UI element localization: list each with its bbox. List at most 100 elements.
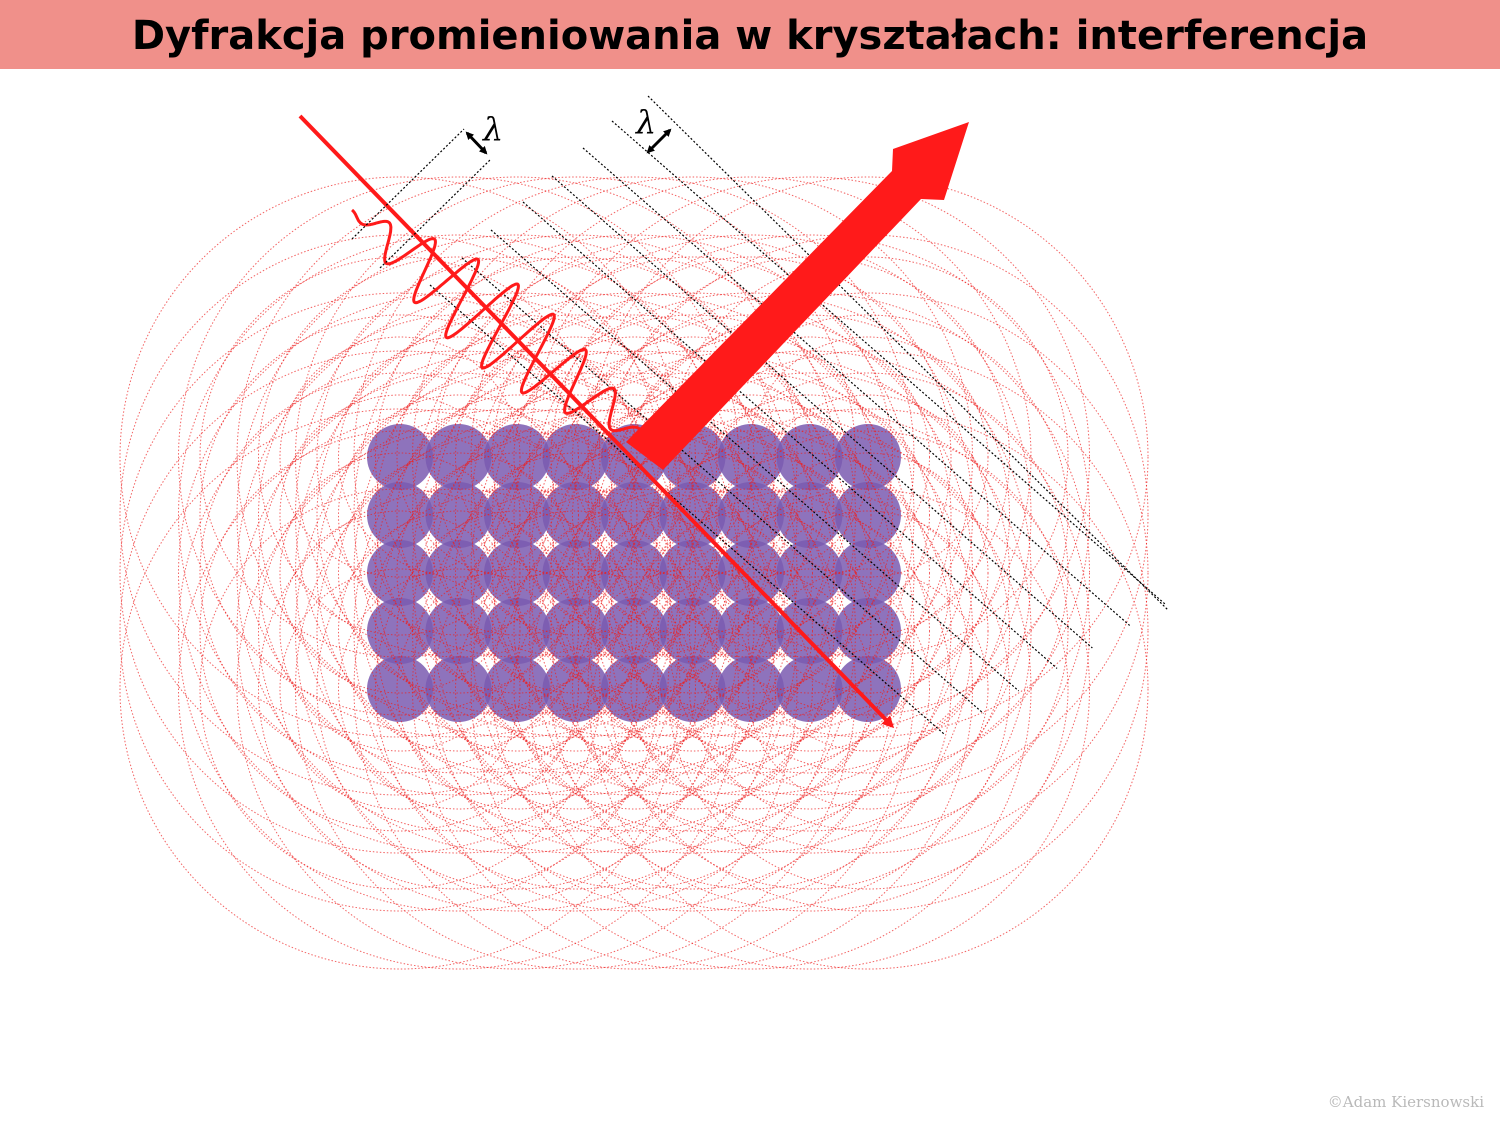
wavefront-circle (279, 510, 521, 752)
wavefront-circle (572, 452, 813, 694)
wavefront-circle (667, 372, 1069, 774)
wavefront-circle (630, 452, 872, 694)
wavefront-circle (258, 372, 659, 774)
diffracted-beam-arrow (626, 122, 969, 470)
wavefront-circle (630, 336, 872, 578)
wavefront-circle (689, 452, 930, 694)
wavefront-circle (747, 394, 989, 636)
wavefront-circle (455, 394, 696, 636)
atom (776, 656, 843, 722)
atom (425, 482, 492, 548)
wavefront-plane-line (429, 284, 946, 736)
wavefront-circle (258, 314, 659, 716)
wavefront-circle (433, 430, 835, 832)
wavefront-circle (119, 234, 681, 796)
wavefront-circle (316, 256, 718, 658)
wavefront-circle (199, 314, 601, 716)
wavefront-circle (513, 394, 755, 636)
wavefront-circle (572, 568, 813, 810)
wavefront-circle (433, 372, 835, 774)
wavefront-circle (178, 292, 739, 854)
copyright-credit: ©Adam Kiersnowski (1327, 1093, 1484, 1111)
atom (718, 482, 784, 548)
wavefront-circle (492, 256, 893, 658)
atom (718, 656, 784, 722)
atom (659, 656, 726, 722)
wavefront-circle (455, 568, 696, 810)
wavefront-circle (609, 430, 1010, 832)
atom (425, 424, 492, 490)
wavefront-planes (429, 95, 1169, 736)
wavefront-circle (396, 452, 638, 694)
wavefront-circle (630, 510, 872, 752)
wavefront-circle (433, 314, 835, 716)
wavefront-circle (353, 408, 915, 970)
wavefront-circle (609, 488, 1010, 890)
atom (835, 540, 901, 606)
wavefront-circle (258, 430, 659, 832)
wavefront-circle (396, 394, 638, 636)
atom (776, 482, 843, 548)
wavefront-circle (316, 314, 718, 716)
atom (484, 656, 550, 722)
wavefront-circle (492, 488, 893, 890)
title-bar (0, 0, 1500, 69)
wavefront-circle (375, 314, 776, 716)
double-arrow-icon (646, 128, 672, 154)
wavefront-circle (396, 568, 638, 810)
wavefront-circle (689, 336, 930, 578)
wavefront-circle (178, 234, 739, 796)
wavefront-circle (455, 336, 696, 578)
wavefront-circle (747, 452, 989, 694)
wavefront-circle (572, 336, 813, 578)
wavefront-circle (236, 350, 798, 912)
wavefront-circle (178, 350, 739, 912)
wavefront-circle (470, 408, 1032, 970)
atom (425, 598, 492, 664)
wavefront-circle (338, 510, 579, 752)
wavefront-circle (433, 256, 835, 658)
wavefront-plane-line (551, 175, 1093, 649)
wavefront-circle (316, 430, 718, 832)
wavefront-circle (747, 336, 989, 578)
wavefront-circle (513, 568, 755, 810)
wavelength-label-diffracted: λ (634, 103, 656, 141)
wavefront-circle (667, 430, 1069, 832)
wavefront-circle (630, 394, 872, 636)
wavefront-circle (338, 336, 579, 578)
wavefront-circle (667, 488, 1069, 890)
wavefront-circle (455, 452, 696, 694)
wavefront-circle (587, 408, 1149, 970)
page-title: Dyfrakcja promieniowania w kryształach: … (131, 13, 1369, 59)
atom (776, 598, 843, 664)
wavefront-circle (375, 430, 776, 832)
wavefront-circle (550, 256, 952, 658)
atom (484, 482, 550, 548)
atom (484, 598, 550, 664)
wavefront-circle (178, 408, 739, 970)
wavefront-circle (455, 510, 696, 752)
wavefront-circle (258, 488, 659, 890)
wavefront-plane-line (490, 229, 1020, 692)
wavefront-circle (316, 488, 718, 890)
wavefront-circle (338, 452, 579, 694)
wavefront-plane-line (647, 95, 1169, 611)
wavefront-circle (513, 336, 755, 578)
wavefront-circle (338, 394, 579, 636)
wavefront-circle (513, 510, 755, 752)
atom (776, 540, 843, 606)
wavefront-circle (667, 256, 1069, 658)
atom (835, 482, 901, 548)
atom (542, 540, 609, 606)
wavefront-circle (279, 568, 521, 810)
wavefront-circle (316, 372, 718, 774)
atom (484, 424, 550, 490)
wavefront-circle (199, 372, 601, 774)
wavefront-circle (199, 488, 601, 890)
wavefront-circle (396, 510, 638, 752)
wavefront-circle (279, 452, 521, 694)
scattered-wavefronts (119, 176, 1149, 970)
wavefront-circle (572, 394, 813, 636)
atom (542, 656, 609, 722)
